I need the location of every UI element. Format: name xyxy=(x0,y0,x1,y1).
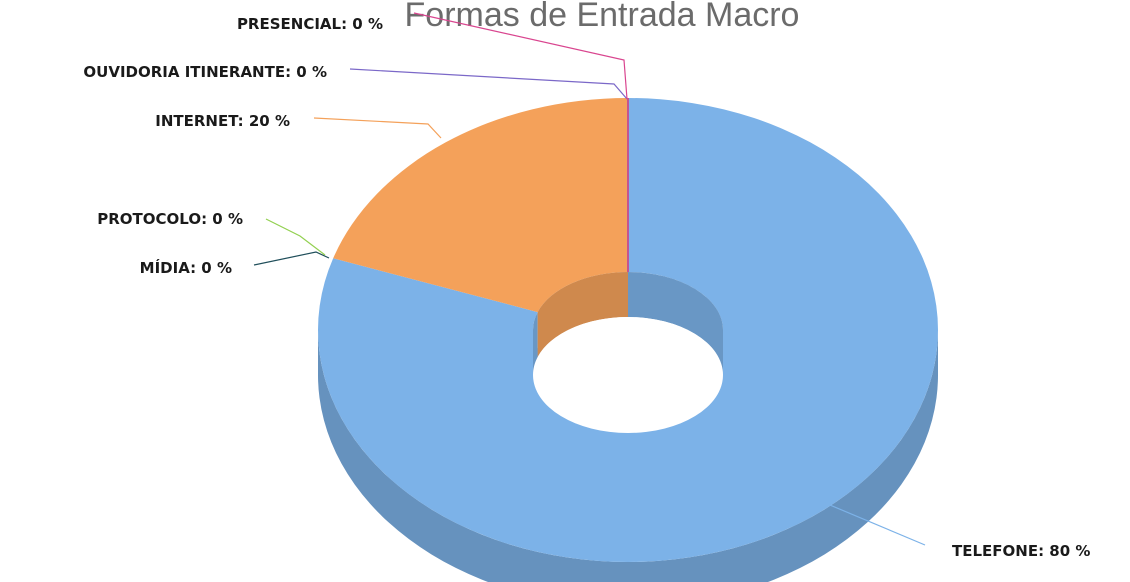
data-label-telefone: TELEFONE: 80 % xyxy=(952,542,1090,560)
slice-telefone xyxy=(317,98,938,562)
data-labels: TELEFONE: 80 % INTERNET: 20 % MÍDIA: 0 % PR… xyxy=(83,15,1090,560)
data-label-internet: INTERNET: 20 % xyxy=(155,112,290,130)
leader-line-internet xyxy=(313,117,442,139)
chart-title: Formas de Entrada Macro xyxy=(405,0,800,34)
data-label-ouvidoria-itinerante: OUVIDORIA ITINERANTE: 0 % xyxy=(83,63,327,81)
leader-line-presencial xyxy=(413,12,628,100)
hole-opening xyxy=(533,317,723,433)
inner-wall-telefone xyxy=(628,272,723,375)
leader-line-protocolo xyxy=(265,218,326,256)
leader-line-midia xyxy=(253,251,330,266)
doughnut-top-faces xyxy=(317,98,938,562)
data-label-presencial: PRESENCIAL: 0 % xyxy=(237,15,383,33)
leader-line-telefone xyxy=(817,499,926,546)
inner-wall-telefone xyxy=(533,312,538,375)
doughnut-inner-walls xyxy=(533,272,723,375)
doughnut-hole xyxy=(533,317,723,433)
leader-lines xyxy=(253,12,926,546)
slice-internet xyxy=(333,98,628,313)
data-label-midia: MÍDIA: 0 % xyxy=(140,258,232,277)
inner-wall-internet xyxy=(537,272,628,358)
data-label-protocolo: PROTOCOLO: 0 % xyxy=(97,210,243,228)
leader-line-ouvidoria-itinerante xyxy=(349,68,628,100)
